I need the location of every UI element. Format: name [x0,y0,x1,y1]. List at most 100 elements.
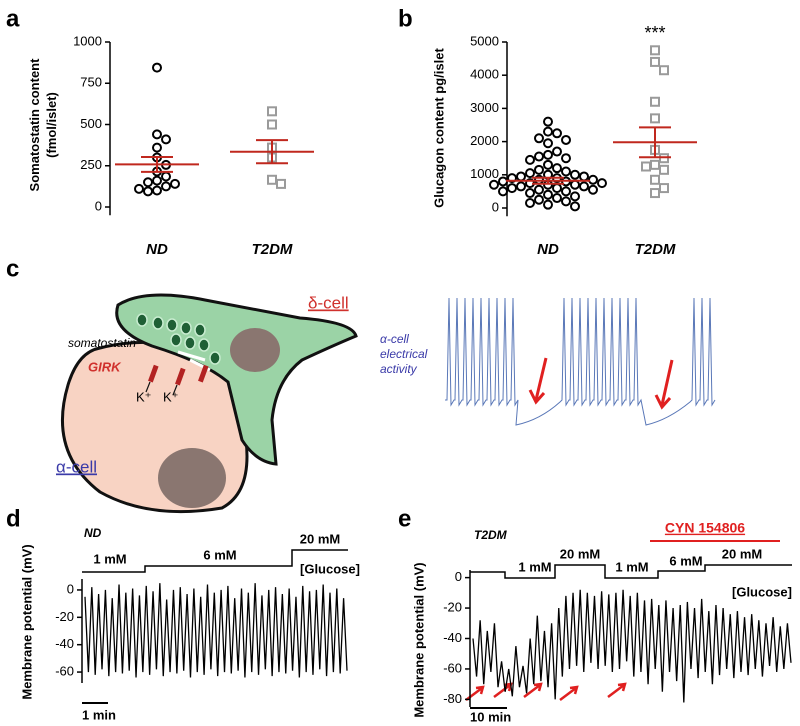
data-point [507,173,517,184]
data-point [152,175,162,186]
data-point [134,183,144,194]
y-tick-label: -60 [55,663,74,678]
girk-channel [148,364,159,383]
x-tick-label: ND [146,241,168,258]
data-point [267,106,277,117]
data-point [534,133,544,144]
data-point [650,56,660,67]
y-axis-label: Membrane potential (mV) [19,544,34,699]
data-point [543,159,553,170]
data-point [516,171,526,182]
data-point [525,168,535,179]
data-point [597,178,607,189]
data-point [516,181,526,192]
panel-title: ND [84,526,102,540]
x-tick-label: T2DM [635,241,676,258]
data-point [507,183,517,194]
data-point [152,62,162,73]
data-point [570,179,580,190]
data-point [543,138,553,149]
drug-label: CYN 154806 [665,520,745,536]
data-point [552,163,562,174]
scale-bar-label: 1 min [82,707,116,722]
data-point [552,146,562,157]
delta-cell-label: δ-cell [308,293,349,312]
glucose-label: 20 mM [560,546,600,561]
panel-label: e [398,505,411,532]
y-tick-label: 500 [80,116,102,131]
data-point [561,196,571,207]
data-point [579,171,589,182]
y-tick-label: 0 [67,581,74,596]
glucose-label: 1 mM [615,559,648,574]
y-tick-label: -20 [55,609,74,624]
panel-label: c [6,255,19,282]
y-tick-label: 1000 [470,166,499,181]
glucose-title: [Glucose] [732,584,792,599]
y-tick-label: -40 [55,636,74,651]
nucleus [230,328,280,372]
glucose-title: [Glucose] [300,561,360,576]
activity-label: electrical [380,347,428,361]
data-point [161,171,171,182]
data-point [498,186,508,197]
data-point [152,185,162,196]
scale-bar-label: 10 min [470,709,511,724]
data-point [143,177,153,188]
girk-label: GIRK [88,359,122,374]
data-point [489,179,499,190]
data-point [161,134,171,145]
glucose-label: 20 mM [722,546,762,561]
data-point [552,193,562,204]
y-axis-label: Glucagon content pg/islet [431,48,446,208]
data-point [561,134,571,145]
granules [136,313,221,365]
panel-label: d [6,505,21,532]
data-point [543,126,553,137]
y-tick-label: 0 [455,569,462,584]
data-point [543,149,553,160]
data-point [534,151,544,162]
data-point [543,199,553,210]
data-point [579,181,589,192]
data-point [650,188,660,199]
data-point [267,119,277,130]
data-point [534,194,544,205]
somatostatin-label: somatostatin [68,336,136,350]
x-tick-label: T2DM [252,241,293,258]
data-point [143,186,153,197]
data-point [570,169,580,180]
data-point [588,184,598,195]
event-arrows [465,682,627,701]
y-tick-label: 0 [95,198,102,213]
data-point [650,174,660,185]
y-tick-label: -80 [443,691,462,706]
data-point [570,201,580,212]
schematic-activity [445,297,716,426]
data-point [276,178,286,189]
data-point [534,164,544,175]
y-tick-label: 750 [80,75,102,90]
panel-label: b [398,5,413,32]
data-point [561,166,571,177]
data-point [659,183,669,194]
glucose-label: 1 mM [518,559,551,574]
sem-bar [141,156,173,173]
glucose-label: 20 mM [300,531,340,546]
data-point [659,164,669,175]
data-point [659,65,669,76]
alpha-cell-label: α-cell [56,457,97,476]
y-tick-label: 3000 [470,100,499,115]
significance: *** [644,23,665,43]
y-tick-label: -60 [443,660,462,675]
k-arrow [145,381,178,396]
data-point [561,153,571,164]
cell-diagram [61,293,358,514]
x-tick-label: ND [537,241,559,258]
data-point [650,159,660,170]
panel-title: T2DM [474,528,508,542]
activity-label: activity [380,362,418,376]
sem-bar [532,176,564,185]
data-point [170,178,180,189]
